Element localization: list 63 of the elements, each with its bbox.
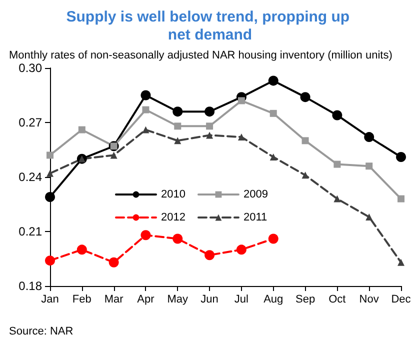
point (46, 170, 54, 177)
point (45, 192, 55, 202)
point (236, 244, 246, 255)
x-tick-label: Jan (41, 294, 59, 306)
source-note: Source: NAR (9, 326, 74, 338)
x-tick-label: Dec (391, 294, 412, 306)
x-tick-label: Apr (137, 294, 155, 306)
point (110, 152, 118, 159)
legend-label: 2010 (161, 188, 186, 200)
point (140, 90, 151, 100)
x-tick-label: Oct (328, 294, 346, 306)
chart-subtitle: Monthly rates of non-seasonally adjusted NAR housing inventory (million units) (9, 50, 392, 62)
point (204, 250, 215, 260)
y-tick-label: 0.24 (18, 170, 42, 184)
point (270, 154, 277, 161)
x-tick-label: May (167, 294, 189, 306)
point (396, 152, 406, 162)
point (204, 106, 215, 117)
y-tick-label: 0.18 (18, 279, 42, 293)
point (366, 162, 373, 170)
chart-title: Supply is well below trend, propping up net demand (66, 8, 354, 44)
point (46, 152, 54, 159)
x-tick-label: Mar (104, 294, 124, 306)
point (366, 213, 373, 220)
point (78, 126, 86, 134)
point (364, 132, 374, 142)
y-tick-label: 0.30 (18, 61, 42, 75)
x-tick-label: Nov (359, 294, 380, 306)
point (76, 244, 87, 255)
point (172, 234, 183, 244)
legend-label: 2009 (243, 188, 268, 200)
x-tick-label: Jul (234, 294, 248, 306)
point (238, 97, 245, 104)
point (45, 256, 55, 266)
point (174, 137, 182, 144)
point (268, 76, 278, 86)
x-tick-label: Feb (72, 294, 92, 306)
point (334, 160, 341, 168)
point (172, 106, 183, 117)
point (142, 126, 150, 134)
point (398, 258, 404, 266)
point (302, 137, 309, 144)
y-tick-label: 0.27 (18, 116, 42, 130)
point (108, 257, 119, 268)
x-tick-label: Sep (295, 294, 316, 306)
point (300, 92, 310, 102)
point (174, 122, 182, 130)
point (142, 106, 150, 114)
legend-label: 2011 (243, 212, 268, 224)
point (238, 134, 245, 141)
point (270, 110, 277, 117)
point (398, 195, 404, 202)
point (206, 122, 214, 130)
x-tick-label: Aug (264, 294, 284, 306)
x-tick-label: Jun (200, 294, 218, 306)
y-tick-label: 0.21 (18, 224, 42, 238)
point (334, 195, 341, 202)
point (268, 234, 278, 244)
point (206, 132, 214, 139)
point (302, 172, 309, 179)
point (332, 110, 342, 120)
legend-label: 2012 (161, 212, 186, 224)
point (140, 230, 151, 240)
